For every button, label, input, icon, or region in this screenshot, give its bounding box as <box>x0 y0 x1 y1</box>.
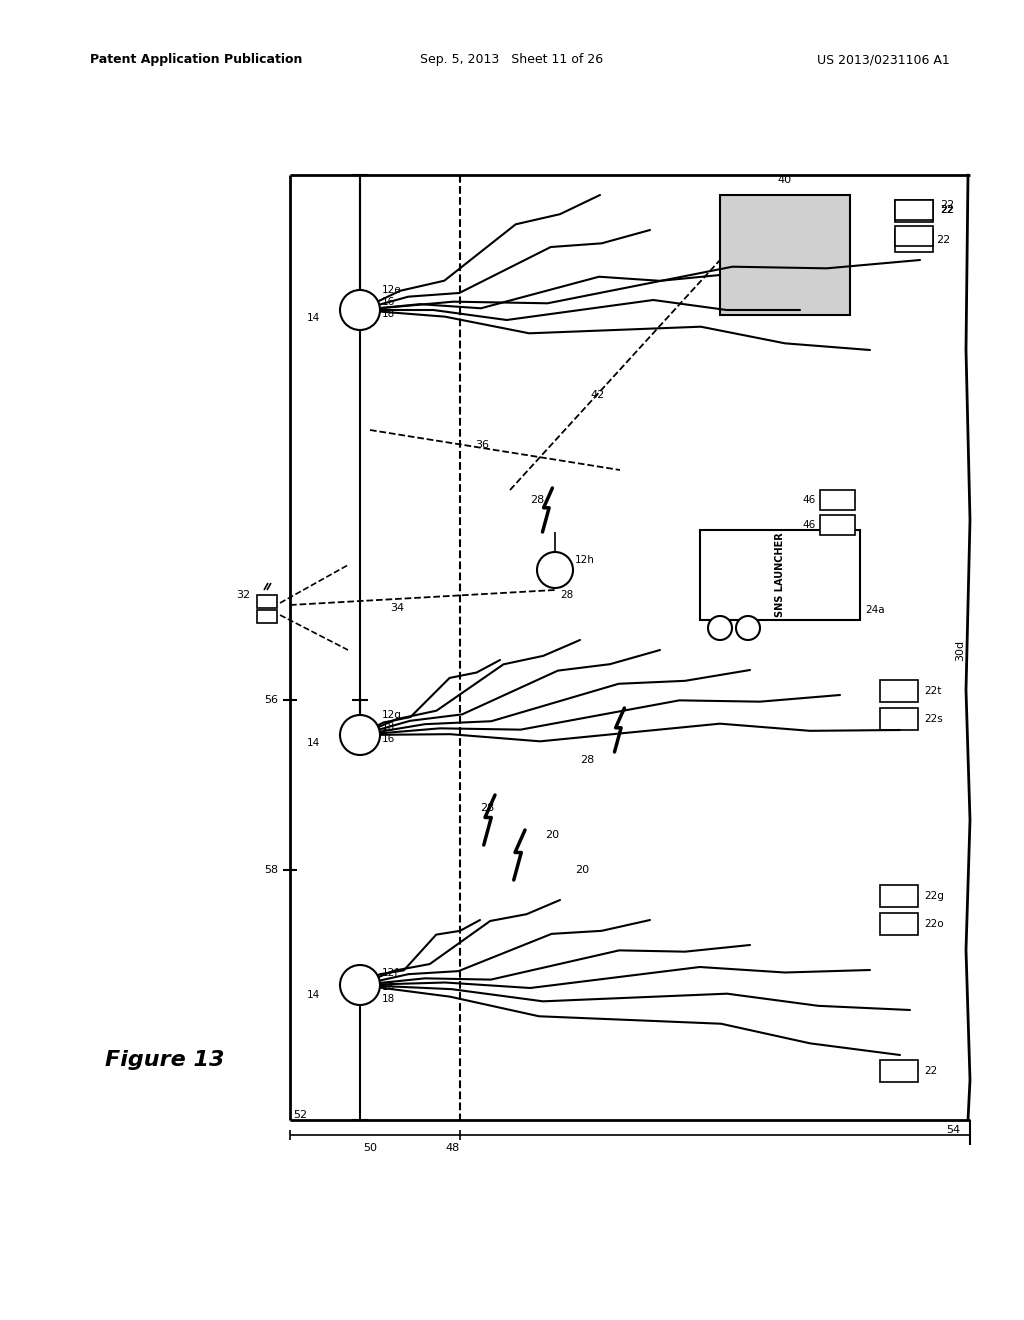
Text: 28: 28 <box>580 755 594 766</box>
Text: 22: 22 <box>936 235 950 246</box>
Text: 42: 42 <box>590 389 604 400</box>
Text: 46: 46 <box>803 520 816 531</box>
Bar <box>895 201 933 222</box>
Bar <box>880 1060 918 1082</box>
Text: 16: 16 <box>382 297 395 308</box>
Text: 36: 36 <box>475 440 489 450</box>
Circle shape <box>537 552 573 587</box>
Text: 22: 22 <box>924 1067 937 1076</box>
Bar <box>257 595 278 609</box>
Text: 16: 16 <box>382 982 395 993</box>
Text: 50: 50 <box>362 1143 377 1152</box>
Bar <box>820 515 855 535</box>
Text: 56: 56 <box>264 696 278 705</box>
Text: 34: 34 <box>390 603 404 612</box>
Text: Patent Application Publication: Patent Application Publication <box>90 54 302 66</box>
Bar <box>895 230 933 252</box>
Text: 22: 22 <box>940 201 954 210</box>
Bar <box>895 201 933 220</box>
Text: 54: 54 <box>946 1125 961 1135</box>
Circle shape <box>340 965 380 1005</box>
Bar <box>880 680 918 702</box>
Circle shape <box>708 616 732 640</box>
Text: 48: 48 <box>445 1143 460 1152</box>
Bar <box>895 226 933 246</box>
Text: Sep. 5, 2013   Sheet 11 of 26: Sep. 5, 2013 Sheet 11 of 26 <box>421 54 603 66</box>
Circle shape <box>340 290 380 330</box>
Text: 28: 28 <box>530 495 544 506</box>
Bar <box>700 531 860 620</box>
Circle shape <box>340 715 380 755</box>
Text: 18: 18 <box>382 722 395 733</box>
Text: 20: 20 <box>545 830 559 840</box>
Bar <box>880 913 918 935</box>
Text: 28: 28 <box>480 803 495 813</box>
Text: 12f: 12f <box>382 968 399 978</box>
Text: 22s: 22s <box>924 714 943 723</box>
Bar <box>820 490 855 510</box>
Text: 12h: 12h <box>575 554 595 565</box>
Text: 58: 58 <box>264 865 278 875</box>
Text: 22: 22 <box>940 205 954 215</box>
Bar <box>880 708 918 730</box>
Text: US 2013/0231106 A1: US 2013/0231106 A1 <box>817 54 950 66</box>
Text: Figure 13: Figure 13 <box>105 1049 224 1071</box>
Text: 22t: 22t <box>924 686 941 696</box>
Text: 18: 18 <box>382 994 395 1005</box>
Text: 30d: 30d <box>955 639 965 660</box>
Bar <box>720 195 850 315</box>
Circle shape <box>736 616 760 640</box>
Text: 12e: 12e <box>382 285 401 294</box>
Text: 40: 40 <box>778 176 792 185</box>
Text: 28: 28 <box>560 590 573 601</box>
Text: 12g: 12g <box>382 710 401 719</box>
Text: 20: 20 <box>575 865 589 875</box>
Text: 24a: 24a <box>865 605 885 615</box>
Text: 14: 14 <box>307 738 319 748</box>
Text: 14: 14 <box>307 990 319 1001</box>
Text: 52: 52 <box>293 1110 307 1119</box>
Text: 22: 22 <box>940 205 953 215</box>
Bar <box>257 610 278 623</box>
Text: SNS LAUNCHER: SNS LAUNCHER <box>775 533 785 618</box>
Text: 22o: 22o <box>924 919 944 929</box>
Text: 18: 18 <box>382 309 395 319</box>
Text: 14: 14 <box>307 313 319 323</box>
Text: 32: 32 <box>236 590 250 601</box>
Text: 46: 46 <box>803 495 816 506</box>
Bar <box>880 884 918 907</box>
Text: 22g: 22g <box>924 891 944 902</box>
Text: 16: 16 <box>382 734 395 744</box>
